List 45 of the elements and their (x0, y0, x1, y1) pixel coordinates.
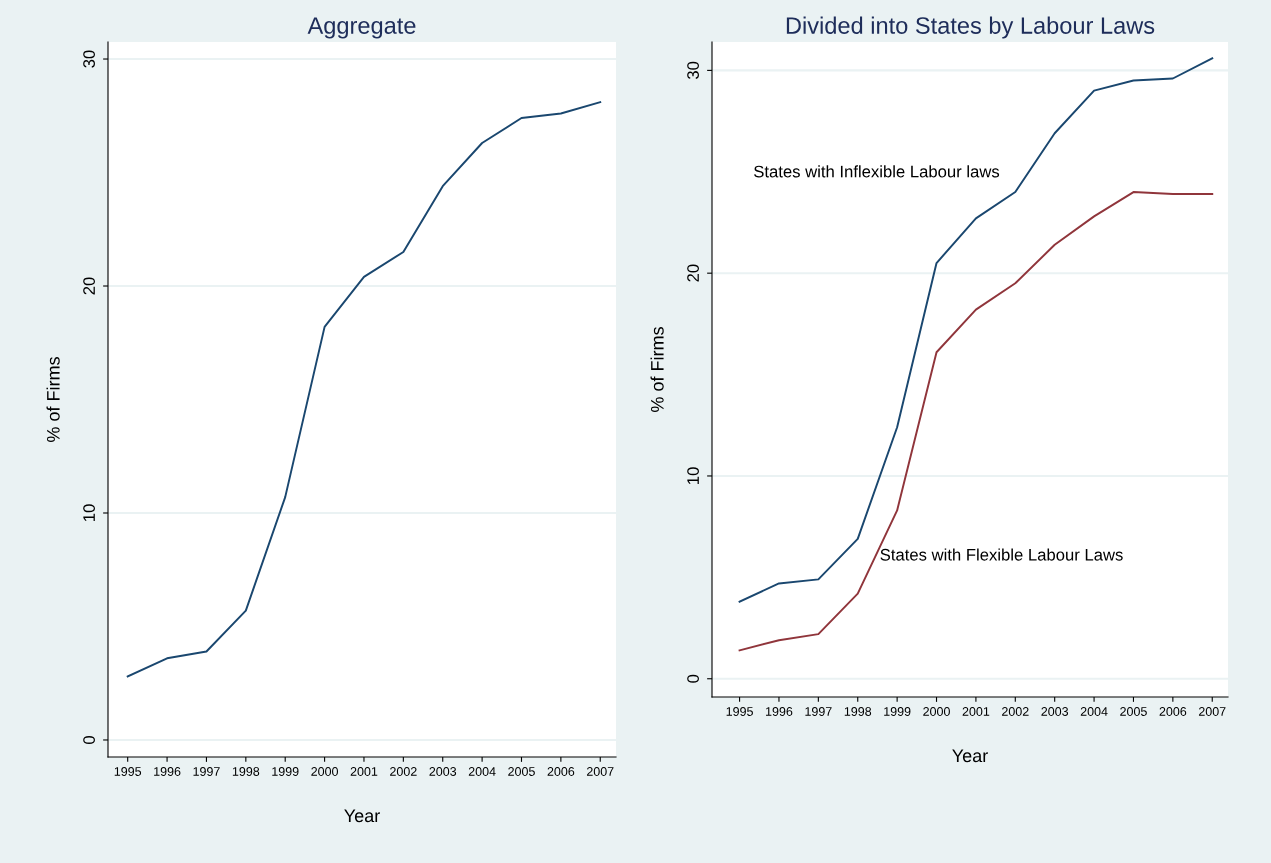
x-tick-label: 2000 (923, 707, 950, 716)
x-tick-label: 2005 (1120, 707, 1147, 716)
x-tick-label: 2001 (350, 767, 378, 776)
x-tick-label: 1997 (805, 707, 832, 716)
line-series (738, 57, 1214, 603)
x-tick-label: 2003 (429, 767, 457, 776)
y-tick-label: 30 (687, 61, 699, 80)
x-tick-label: 1996 (766, 707, 793, 716)
y-axis-title: % of Firms (650, 327, 664, 412)
x-tick-label: 2006 (547, 767, 575, 776)
y-tick-label: 20 (83, 277, 95, 295)
x-tick-label: 1999 (272, 767, 299, 776)
series-label: States with Inflexible Labour laws (754, 165, 1000, 178)
x-tick-label: 2004 (1080, 707, 1108, 716)
x-tick-label: 1998 (844, 707, 872, 716)
x-tick-label: 2005 (508, 767, 535, 776)
y-tick-label: 0 (687, 674, 699, 683)
series-label: States with Flexible Labour Laws (880, 548, 1123, 561)
y-tick-label: 10 (83, 504, 95, 521)
x-tick-label: 1995 (114, 767, 142, 776)
x-tick-label: 2000 (311, 767, 339, 776)
x-tick-label: 2002 (390, 767, 417, 776)
y-tick-label: 0 (83, 735, 95, 744)
line-series (738, 191, 1214, 652)
line-series (126, 101, 602, 678)
y-tick-label: 30 (83, 50, 95, 68)
x-tick-label: 1998 (232, 767, 260, 776)
x-axis-title: Year (344, 809, 380, 823)
y-tick-label: 20 (687, 264, 699, 282)
x-tick-label: 2001 (962, 707, 990, 716)
y-axis-title: % of Firms (46, 357, 60, 442)
x-tick-label: 2004 (468, 767, 496, 776)
x-axis-title: Year (952, 749, 988, 763)
chart-title: Aggregate (307, 17, 416, 39)
x-tick-label: 2002 (1002, 707, 1029, 716)
x-tick-label: 1999 (884, 707, 911, 716)
x-tick-label: 1996 (154, 767, 181, 776)
x-tick-label: 1995 (726, 707, 753, 716)
x-tick-label: 2006 (1159, 707, 1187, 716)
y-tick-label: 10 (687, 467, 699, 484)
x-tick-label: 2007 (1198, 707, 1226, 716)
x-tick-label: 2007 (586, 767, 614, 776)
x-tick-label: 2003 (1041, 707, 1069, 716)
chart-title: Divided into States by Labour Laws (786, 16, 1155, 39)
x-tick-label: 1997 (193, 767, 220, 776)
